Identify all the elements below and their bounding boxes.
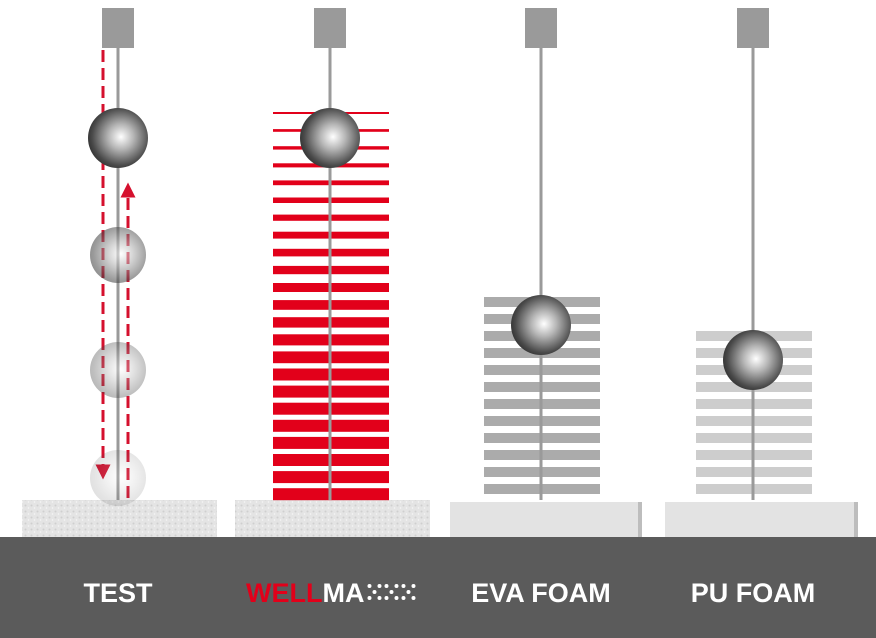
ghost-ball	[90, 342, 146, 398]
test-label: TEST	[83, 578, 153, 608]
logo-dot	[384, 596, 389, 600]
hanger	[525, 8, 557, 48]
layout	[22, 8, 858, 537]
wellmax-white: MA	[322, 578, 364, 608]
logo-dot	[377, 584, 382, 588]
hanger	[102, 8, 134, 48]
ball	[88, 108, 148, 168]
rod	[328, 48, 332, 500]
rod	[751, 48, 755, 500]
logo-dot	[394, 596, 399, 600]
base	[450, 502, 642, 537]
ball	[511, 295, 571, 355]
hanger	[737, 8, 769, 48]
label-band	[0, 537, 876, 638]
logo-dot	[384, 584, 389, 588]
eva-label: EVA FOAM	[471, 578, 611, 608]
logo-dot	[411, 584, 416, 588]
base	[235, 500, 430, 537]
logo-dot	[367, 584, 372, 588]
logo-dot	[406, 590, 411, 594]
hanger	[314, 8, 346, 48]
logo-dot	[401, 596, 406, 600]
logo-dot	[394, 584, 399, 588]
base-side	[854, 502, 858, 537]
ghost-ball	[90, 227, 146, 283]
logo-dot	[367, 596, 372, 600]
logo-dot	[401, 584, 406, 588]
wellmax-logo: WELLMA	[246, 578, 364, 608]
ball	[300, 108, 360, 168]
logo-dot	[372, 590, 377, 594]
logo-dot	[411, 596, 416, 600]
base-side	[638, 502, 642, 537]
base	[665, 502, 858, 537]
wellmax-red: WELL	[246, 578, 322, 608]
base	[22, 500, 217, 537]
ghost-ball	[90, 450, 146, 506]
pu-label: PU FOAM	[691, 578, 816, 608]
ball	[723, 330, 783, 390]
rod	[539, 48, 543, 500]
logo-dot	[389, 590, 394, 594]
logo-dot	[377, 596, 382, 600]
